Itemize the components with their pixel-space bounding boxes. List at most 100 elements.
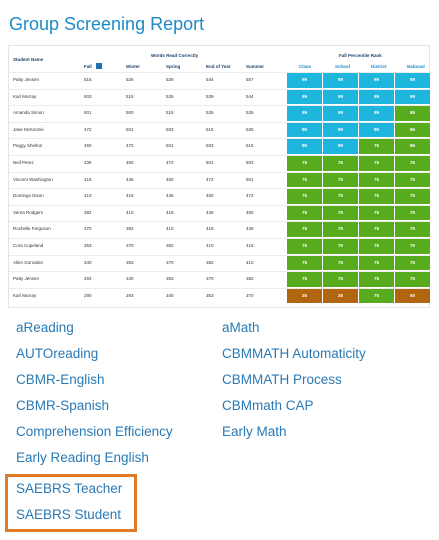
report-link[interactable]: AUTOreading xyxy=(16,346,99,361)
score: 515 xyxy=(84,77,92,82)
score: 472 xyxy=(166,160,174,165)
score: 515 xyxy=(166,110,174,116)
score: 382 xyxy=(246,276,254,282)
score: 353 xyxy=(166,276,174,282)
rank-cell: 99 xyxy=(323,122,358,138)
score: 293 xyxy=(84,276,92,282)
score: 526 xyxy=(246,126,254,132)
score: 501 xyxy=(206,160,214,165)
score: 340 xyxy=(84,259,92,265)
student-name: Rochelle Ferguson xyxy=(13,226,51,232)
rank-cell: 86 xyxy=(395,139,430,154)
rank-cell: 75 xyxy=(359,222,394,237)
rank-cell: 75 xyxy=(323,205,358,221)
report-link[interactable]: Early Math xyxy=(222,424,287,439)
rank-cell: 75 xyxy=(287,255,322,271)
rank-cell: 75 xyxy=(359,255,394,271)
rank-cell: 75 xyxy=(395,222,430,237)
score: 353 xyxy=(126,259,134,265)
rank-cell: 75 xyxy=(359,205,394,221)
report-table: Student Name Words Read Correctly Fall Per… xyxy=(8,45,430,308)
rank-cell: 86 xyxy=(395,122,430,138)
score: 436 xyxy=(84,160,92,165)
rank-cell: 75 xyxy=(359,272,394,287)
score: 526 xyxy=(166,93,174,99)
rank-cell: 75 xyxy=(395,272,430,287)
score: 410 xyxy=(166,226,174,232)
row-divider xyxy=(9,105,429,107)
student-name: Verna Rodgers xyxy=(13,209,44,215)
rank-cell: 99 xyxy=(323,89,358,105)
row-divider xyxy=(9,271,429,273)
score: 418 xyxy=(166,209,174,215)
rank-cell: 99 xyxy=(359,122,394,138)
rank-cell: 75 xyxy=(323,272,358,287)
row-divider xyxy=(9,287,429,289)
score: 450 xyxy=(246,209,254,215)
score: 472 xyxy=(84,126,92,132)
rank-cell: 75 xyxy=(287,189,322,204)
score: 515 xyxy=(126,93,134,99)
report-link[interactable]: CBMmath CAP xyxy=(222,398,314,413)
rank-cell: 99 xyxy=(359,106,394,121)
rank-cell: 25 xyxy=(323,288,358,304)
report-link[interactable]: SAEBRS Teacher xyxy=(16,481,123,496)
rank-cell: 75 xyxy=(359,189,394,204)
column-header: End of Year xyxy=(206,64,231,69)
fall-icon xyxy=(96,63,102,69)
rank-cell: 75 xyxy=(359,156,394,171)
rank-cell: 75 xyxy=(359,139,394,154)
score: 450 xyxy=(84,143,92,149)
column-header: Winter xyxy=(126,64,140,69)
group-header: Fall Percentile Rank xyxy=(339,53,382,58)
student-name: Allen Gonzalez xyxy=(13,259,44,265)
rank-cell: 99 xyxy=(359,73,394,88)
rank-cell: 75 xyxy=(323,222,358,237)
score: 472 xyxy=(206,176,214,182)
score: 544 xyxy=(246,93,254,99)
score: 544 xyxy=(206,77,214,82)
student-name: Karl Murray xyxy=(13,292,37,298)
highlight-box xyxy=(5,474,137,532)
score: 503 xyxy=(166,126,174,132)
rank-cell: 99 xyxy=(359,89,394,105)
score: 410 xyxy=(126,209,134,215)
student-name: Amanda Simon xyxy=(13,110,44,116)
report-link[interactable]: Comprehension Efficiency xyxy=(16,424,173,439)
column-header: Class xyxy=(299,64,312,69)
report-link[interactable]: CBMMATH Automaticity xyxy=(222,346,366,361)
rank-cell: 99 xyxy=(287,73,322,88)
score: 501 xyxy=(166,143,174,149)
score: 293 xyxy=(126,292,134,298)
score: 382 xyxy=(126,226,134,232)
row-divider xyxy=(9,155,429,156)
student-name: Peggy Shelton xyxy=(13,143,43,149)
report-link[interactable]: aMath xyxy=(222,320,260,335)
row-divider xyxy=(9,204,429,206)
group-header: Words Read Correctly xyxy=(151,53,199,58)
row-divider xyxy=(9,138,429,140)
score: 353 xyxy=(206,292,214,298)
score: 340 xyxy=(166,292,174,298)
row-divider xyxy=(9,88,429,90)
score: 557 xyxy=(246,77,254,82)
column-header: Fall xyxy=(84,64,92,69)
score: 501 xyxy=(246,176,254,182)
report-link[interactable]: Early Reading English xyxy=(16,450,149,465)
score: 418 xyxy=(246,243,254,248)
rank-cell: 75 xyxy=(395,189,430,204)
score: 501 xyxy=(84,110,92,116)
rank-cell: 75 xyxy=(395,255,430,271)
report-link[interactable]: SAEBRS Student xyxy=(16,507,122,522)
report-link[interactable]: CBMR-English xyxy=(16,372,105,387)
rank-cell: 75 xyxy=(395,205,430,221)
rank-cell: 75 xyxy=(323,172,358,188)
report-link[interactable]: CBMMATH Process xyxy=(222,372,342,387)
score: 418 xyxy=(126,193,134,199)
score: 472 xyxy=(246,193,254,199)
report-link[interactable]: aReading xyxy=(16,320,74,335)
rank-cell: 75 xyxy=(287,272,322,287)
rank-cell: 99 xyxy=(287,139,322,154)
report-link[interactable]: CBMR-Spanish xyxy=(16,398,110,413)
